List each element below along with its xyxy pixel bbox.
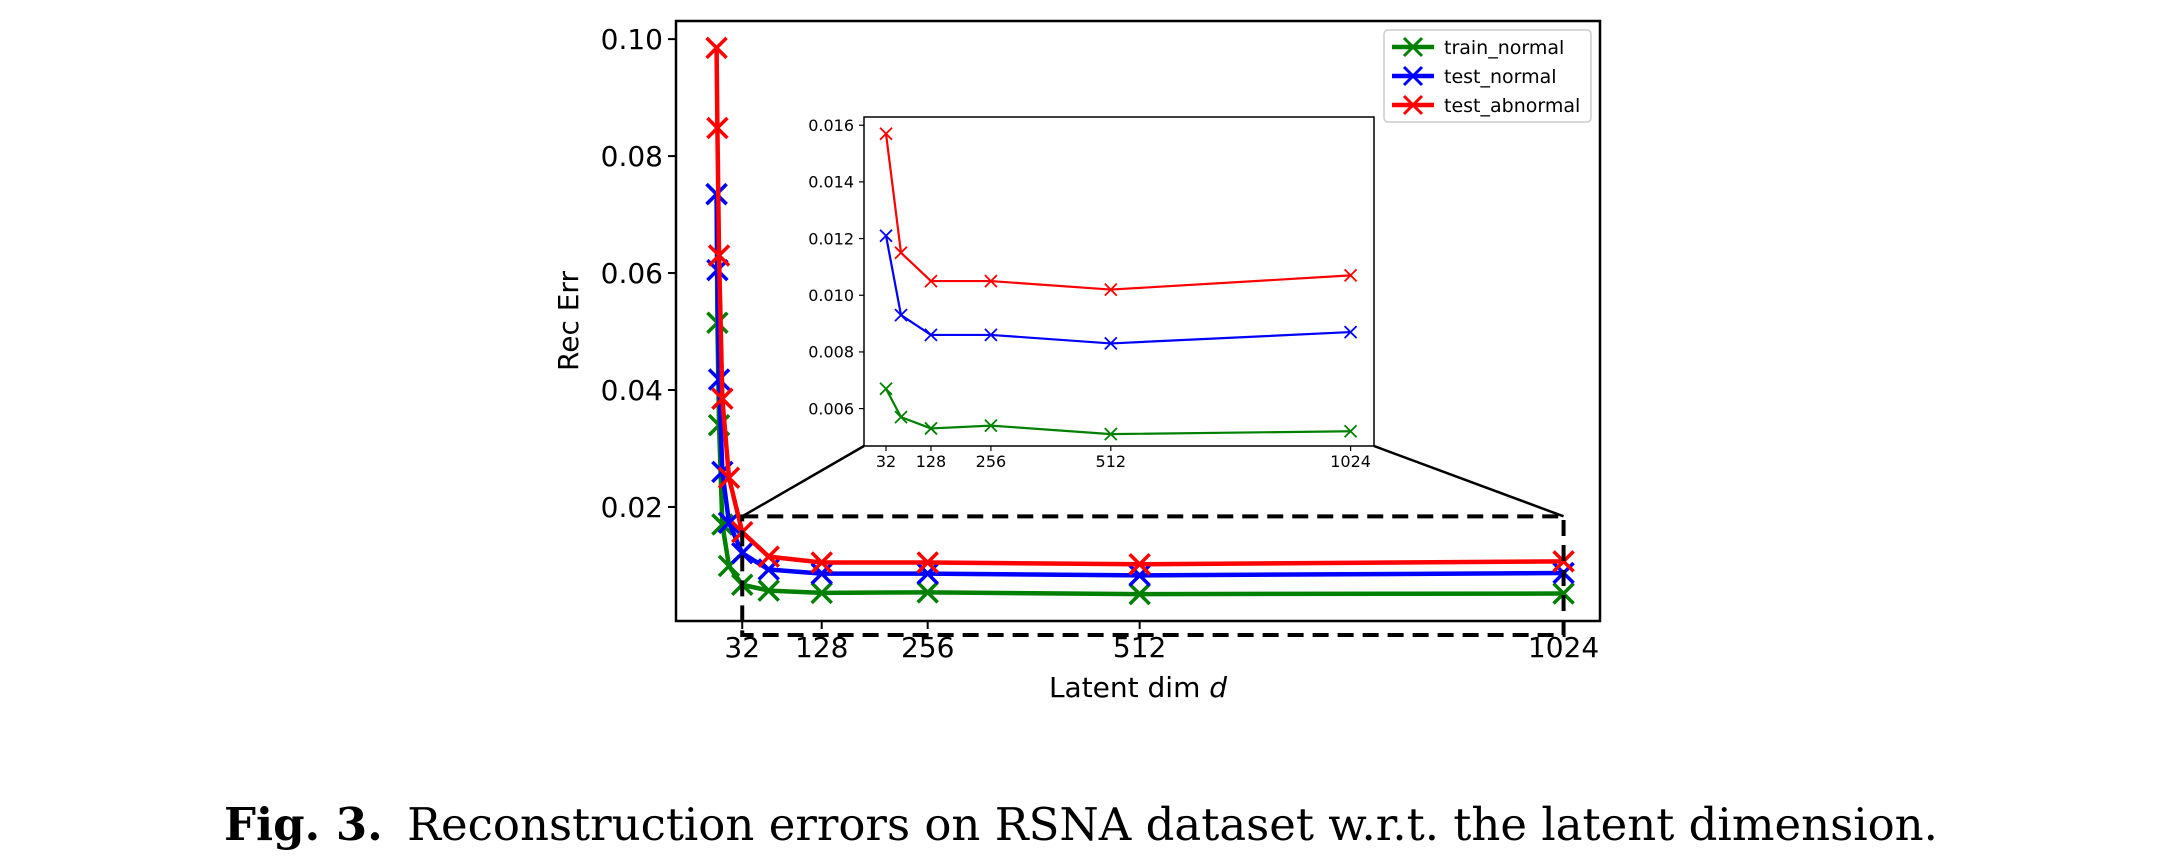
main-test-abnormal-point xyxy=(810,551,833,574)
legend-train-normal-label: train_normal xyxy=(1444,37,1564,59)
caption-label: Fig. 3. xyxy=(224,798,383,851)
main-test-abnormal-point xyxy=(705,36,728,60)
inset-series-1-point xyxy=(894,308,908,322)
zoom-connector-right xyxy=(1373,444,1565,518)
main-test-normal-point xyxy=(707,368,731,391)
inset-y-tick-label: 0.016 xyxy=(808,116,854,135)
main-train-normal-point xyxy=(916,581,939,604)
main-test-normal-point xyxy=(730,541,754,565)
main-test-normal-point xyxy=(717,511,741,534)
legend-test-abnormal-label: test_abnormal xyxy=(1444,95,1580,117)
inset-series-0-point xyxy=(1343,424,1358,438)
inset-series-0-line xyxy=(885,388,1351,436)
inset-x-tick-label: 1024 xyxy=(1330,452,1371,471)
main-y-tick-label: 0.04 xyxy=(601,374,663,407)
legend-test-abnormal-marker xyxy=(1402,94,1424,116)
inset-x-tick-label: 32 xyxy=(876,452,896,471)
main-train-normal-point xyxy=(1552,582,1575,605)
caption: Fig. 3. Reconstruction errors on RSNA da… xyxy=(224,798,1938,851)
inset-series-2-line xyxy=(884,133,1351,291)
main-test-abnormal-point xyxy=(706,116,729,140)
main-test-abnormal-point xyxy=(717,466,741,489)
inset-series-group xyxy=(879,127,1358,441)
inset-series-2-point xyxy=(924,274,938,288)
inset-series-2-point xyxy=(879,127,893,141)
main-train-normal-point xyxy=(810,581,833,605)
inset-series-1-point xyxy=(1104,336,1118,351)
inset-y-tick-label: 0.012 xyxy=(808,229,854,248)
y-axis-label: Rec Err xyxy=(552,271,585,371)
inset-y-tick-label: 0.010 xyxy=(808,286,854,305)
main-test-abnormal-point xyxy=(707,244,731,267)
x-axis-label-variable: d xyxy=(1209,671,1227,704)
inset-series-1-line xyxy=(884,235,1351,345)
main-axes-frame xyxy=(674,19,1602,623)
inset-y-tick-label: 0.014 xyxy=(808,173,854,192)
inset-plot: 32 128 256 512 1024 0.006 0.008 0.010 0.012 0.014… xyxy=(808,116,1375,471)
inset-series-2-point xyxy=(894,246,908,260)
main-y-tick-label: 0.08 xyxy=(601,140,663,173)
main-y-tick-label: 0.10 xyxy=(601,23,663,56)
legend-box xyxy=(1383,29,1592,123)
legend-test-normal-label: test_normal xyxy=(1444,66,1557,88)
main-train-normal-point xyxy=(1128,582,1151,606)
inset-series-0-point xyxy=(924,421,938,436)
x-axis-label: Latent dim d xyxy=(1049,671,1227,704)
inset-y-tick-label: 0.008 xyxy=(808,343,854,362)
legend-train-normal-marker xyxy=(1402,36,1424,58)
x-axis-label-text: Latent dim xyxy=(1049,671,1209,704)
legend: train_normal test_normal test_abnormal xyxy=(1383,29,1592,123)
inset-series-1-point xyxy=(879,229,893,243)
inset-series-0-point xyxy=(879,382,893,396)
inset-axes-frame xyxy=(863,116,1375,447)
main-y-tick-label: 0.02 xyxy=(601,491,663,524)
inset-x-tick-label: 256 xyxy=(976,452,1007,471)
inset-y-tick-label: 0.006 xyxy=(808,399,854,418)
main-test-abnormal-point xyxy=(711,387,734,411)
main-test-abnormal-point xyxy=(757,545,780,568)
inset-series-1-point xyxy=(1343,325,1358,339)
inset-series-0-point xyxy=(1104,427,1118,441)
caption-text: Reconstruction errors on RSNA dataset w.… xyxy=(407,798,1938,851)
zoom-region-box xyxy=(740,514,1566,638)
inset-series-0-point xyxy=(894,410,908,424)
inset-series-0-point xyxy=(984,418,998,433)
main-test-abnormal-point xyxy=(916,551,939,574)
main-y-tick-label: 0.06 xyxy=(601,257,663,290)
main-train-normal-point xyxy=(757,579,780,602)
legend-test-normal-marker xyxy=(1402,65,1424,87)
inset-series-2-point xyxy=(984,274,998,288)
inset-series-2-point xyxy=(1343,268,1358,283)
inset-x-tick-label: 128 xyxy=(916,452,947,471)
zoom-connector-left xyxy=(741,444,865,518)
inset-series-1-point xyxy=(984,328,998,342)
inset-x-tick-label: 512 xyxy=(1096,452,1127,471)
inset-series-2-point xyxy=(1104,282,1118,297)
main-test-abnormal-point xyxy=(1128,553,1151,576)
main-test-abnormal-point xyxy=(1552,550,1575,573)
inset-series-1-point xyxy=(924,328,938,342)
